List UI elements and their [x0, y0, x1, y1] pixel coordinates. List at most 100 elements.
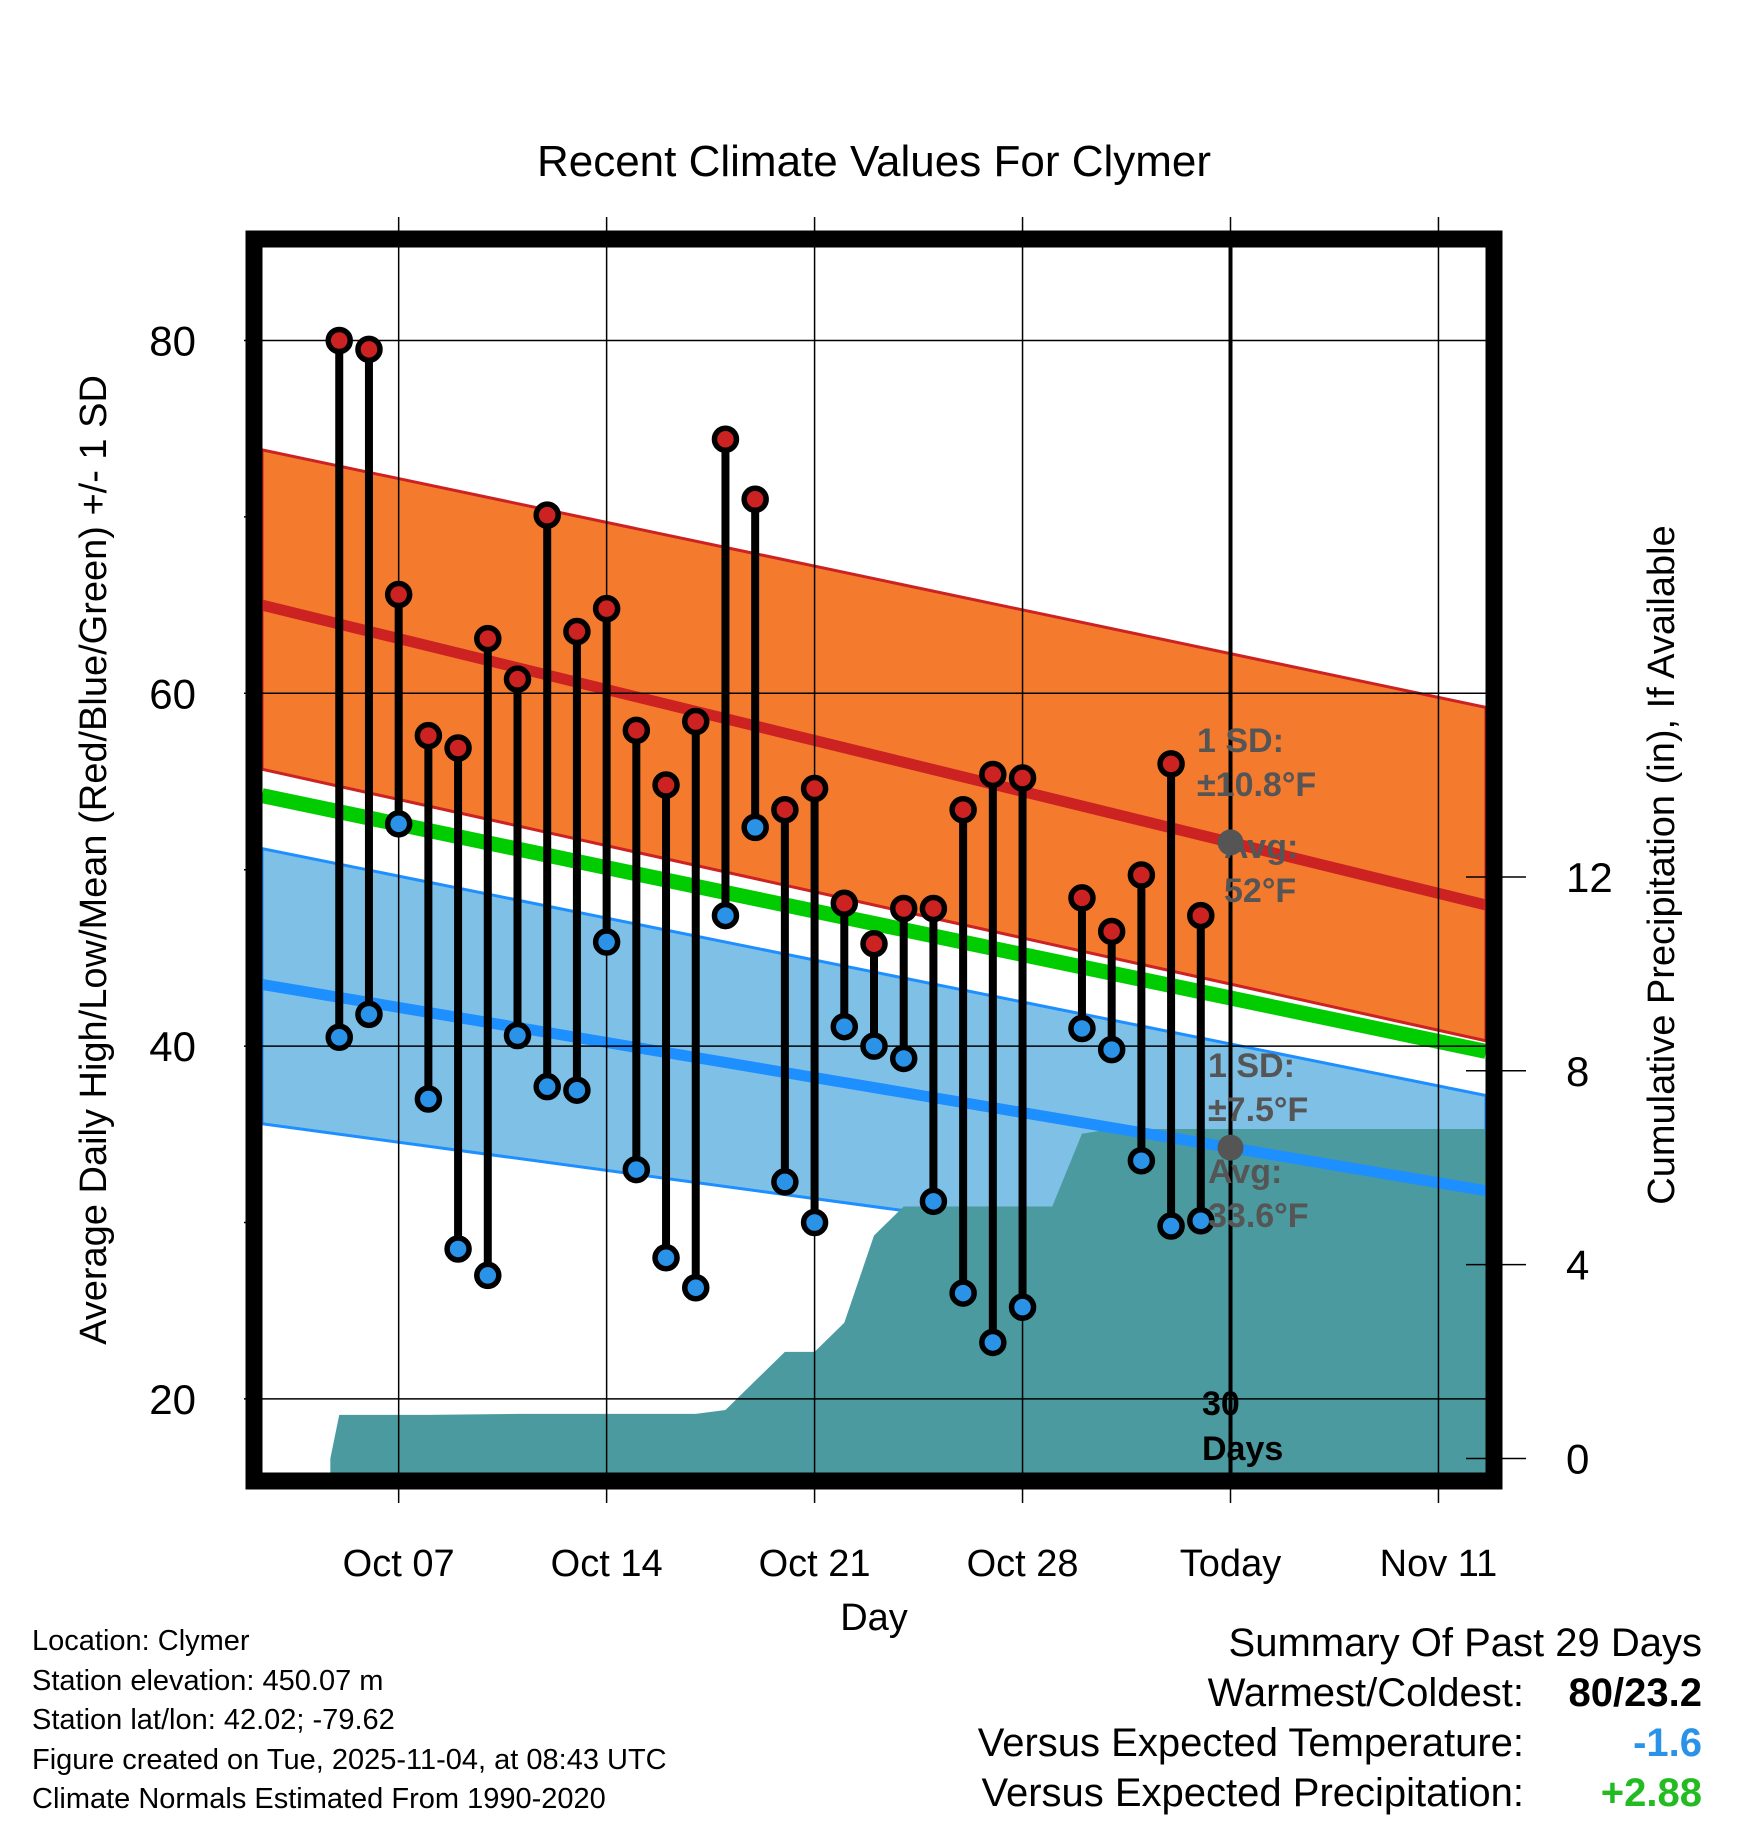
daily-low-point [592, 928, 621, 956]
low-avg-marker [1217, 1134, 1244, 1161]
info-location: Location: Clymer [32, 1625, 250, 1657]
normal-mean-line [262, 788, 1486, 1059]
x-tick-label: Oct 07 [343, 1543, 455, 1585]
precip-label: Versus Expected Precipitation: [981, 1771, 1524, 1815]
y-tick-label: 80 [149, 317, 196, 364]
daily-low-point [681, 1274, 710, 1302]
daily-low-point [444, 1235, 472, 1263]
daily-high-point [592, 594, 621, 623]
sd-band-overlap [1486, 1041, 1748, 1640]
low-sd-value: ±7.5°F [1208, 1091, 1308, 1129]
daily-high-point [949, 795, 977, 824]
daily-low-point [1097, 1035, 1126, 1064]
daily-low-point [919, 1187, 948, 1216]
daily-high-point [889, 894, 918, 923]
today-days-label: 30 [1202, 1385, 1240, 1423]
x-axis-label: Day [840, 1597, 908, 1639]
high-avg-marker [1217, 829, 1244, 856]
info-created: Figure created on Tue, 2025-11-04, at 08… [32, 1743, 667, 1776]
daily-low-point [474, 1261, 502, 1290]
daily-low-point [741, 813, 769, 842]
daily-high-point [1008, 764, 1037, 792]
warm-cold-value: 80/23.2 [1568, 1671, 1702, 1715]
axes: 20 40 60 80 0 4 8 12 Oct 07 Oct 14 Oct 21 Oct 28 Tod… [149, 317, 1612, 1585]
daily-low-point [503, 1021, 532, 1050]
low-avg-label: Avg: [1208, 1153, 1282, 1191]
daily-low-point [889, 1044, 918, 1073]
daily-high-point [325, 326, 353, 355]
daily-low-point [1008, 1293, 1037, 1321]
temp-value: -1.6 [1633, 1721, 1702, 1765]
daily-high-point [533, 501, 561, 529]
daily-low-point [979, 1328, 1007, 1357]
station-info: Location: Clymer Station elevation: 450.… [32, 1622, 667, 1820]
y-tick-label: 40 [149, 1023, 196, 1070]
plot-border [245, 230, 1503, 1490]
daily-high-point [1127, 861, 1156, 889]
high-avg-label: Avg: [1224, 828, 1298, 866]
daily-low-point [622, 1155, 651, 1184]
high-sd-value: ±10.8°F [1197, 766, 1316, 804]
info-normals: Climate Normals Estimated From 1990-2020 [32, 1783, 606, 1815]
chart-title: Recent Climate Values For Clymer [537, 137, 1211, 186]
daily-high-point [711, 425, 740, 454]
y-tick-label: 20 [149, 1376, 196, 1423]
high-sd-band [262, 448, 1486, 1043]
daily-low-point [384, 810, 413, 838]
daily-high-point [474, 624, 502, 653]
summary-panel: Summary Of Past 29 Days Warmest/Coldest:… [978, 1618, 1702, 1818]
daily-low-point [711, 901, 740, 930]
daily-high-point [414, 721, 443, 750]
daily-high-point [1097, 917, 1126, 946]
daily-low-point [800, 1208, 829, 1237]
daily-high-point [503, 665, 532, 693]
daily-high-point [681, 707, 710, 736]
warm-cold-label: Warmest/Coldest: [1207, 1671, 1524, 1715]
daily-low-point [355, 1000, 383, 1029]
y-tick-label: 60 [149, 670, 196, 717]
y2-axis-label: Cumulative Precipitation (in), If Availa… [1641, 525, 1683, 1204]
daily-low-point [533, 1072, 561, 1101]
daily-high-point [563, 617, 591, 646]
daily-low-point [1127, 1147, 1156, 1175]
daily-low-point [1157, 1212, 1185, 1240]
info-elevation: Station elevation: 450.07 m [32, 1664, 384, 1697]
temperature-series [325, 239, 1244, 1473]
y2-tick-label: 0 [1566, 1435, 1589, 1482]
precip-value: +2.88 [1600, 1771, 1702, 1815]
daily-low-point [1187, 1206, 1215, 1235]
daily-high-point [1187, 901, 1215, 930]
daily-high-point [830, 889, 859, 917]
daily-low-point [949, 1279, 977, 1307]
daily-low-point [325, 1023, 353, 1052]
summary-heading: Summary Of Past 29 Days [1228, 1621, 1702, 1665]
daily-high-point [1157, 750, 1185, 778]
daily-high-point [652, 771, 680, 799]
daily-high-point [860, 930, 888, 958]
x-tick-label: Oct 21 [759, 1543, 871, 1585]
normal-high-line [262, 599, 1486, 911]
daily-low-point [830, 1012, 859, 1041]
x-tick-label: Nov 11 [1380, 1543, 1498, 1585]
summary-temp: Versus Expected Temperature: -1.6 [978, 1718, 1702, 1768]
daily-high-point [355, 335, 383, 364]
daily-high-point [622, 716, 651, 745]
summary-precip: Versus Expected Precipitation: +2.88 [978, 1768, 1702, 1818]
y2-tick-label: 12 [1566, 854, 1613, 901]
high-sd-label: 1 SD: [1197, 722, 1284, 760]
y2-tick-label: 8 [1566, 1048, 1589, 1095]
daily-high-point [771, 795, 799, 824]
daily-high-point [741, 485, 769, 514]
y-axis-label: Average Daily High/Low/Mean (Red/Blue/Gr… [73, 375, 115, 1345]
high-avg-value: 52°F [1224, 872, 1296, 910]
daily-high-point [800, 774, 829, 803]
x-tick-label: Oct 28 [967, 1543, 1079, 1585]
plot-frame [245, 230, 1503, 1490]
climate-chart: Recent Climate Values For Clymer 20 40 60 8… [73, 137, 1748, 1640]
low-sd-label: 1 SD: [1208, 1047, 1295, 1085]
daily-high-point [384, 580, 413, 609]
daily-low-point [414, 1085, 443, 1113]
daily-low-point [771, 1168, 799, 1196]
daily-low-point [563, 1076, 591, 1104]
daily-low-point [860, 1032, 888, 1060]
